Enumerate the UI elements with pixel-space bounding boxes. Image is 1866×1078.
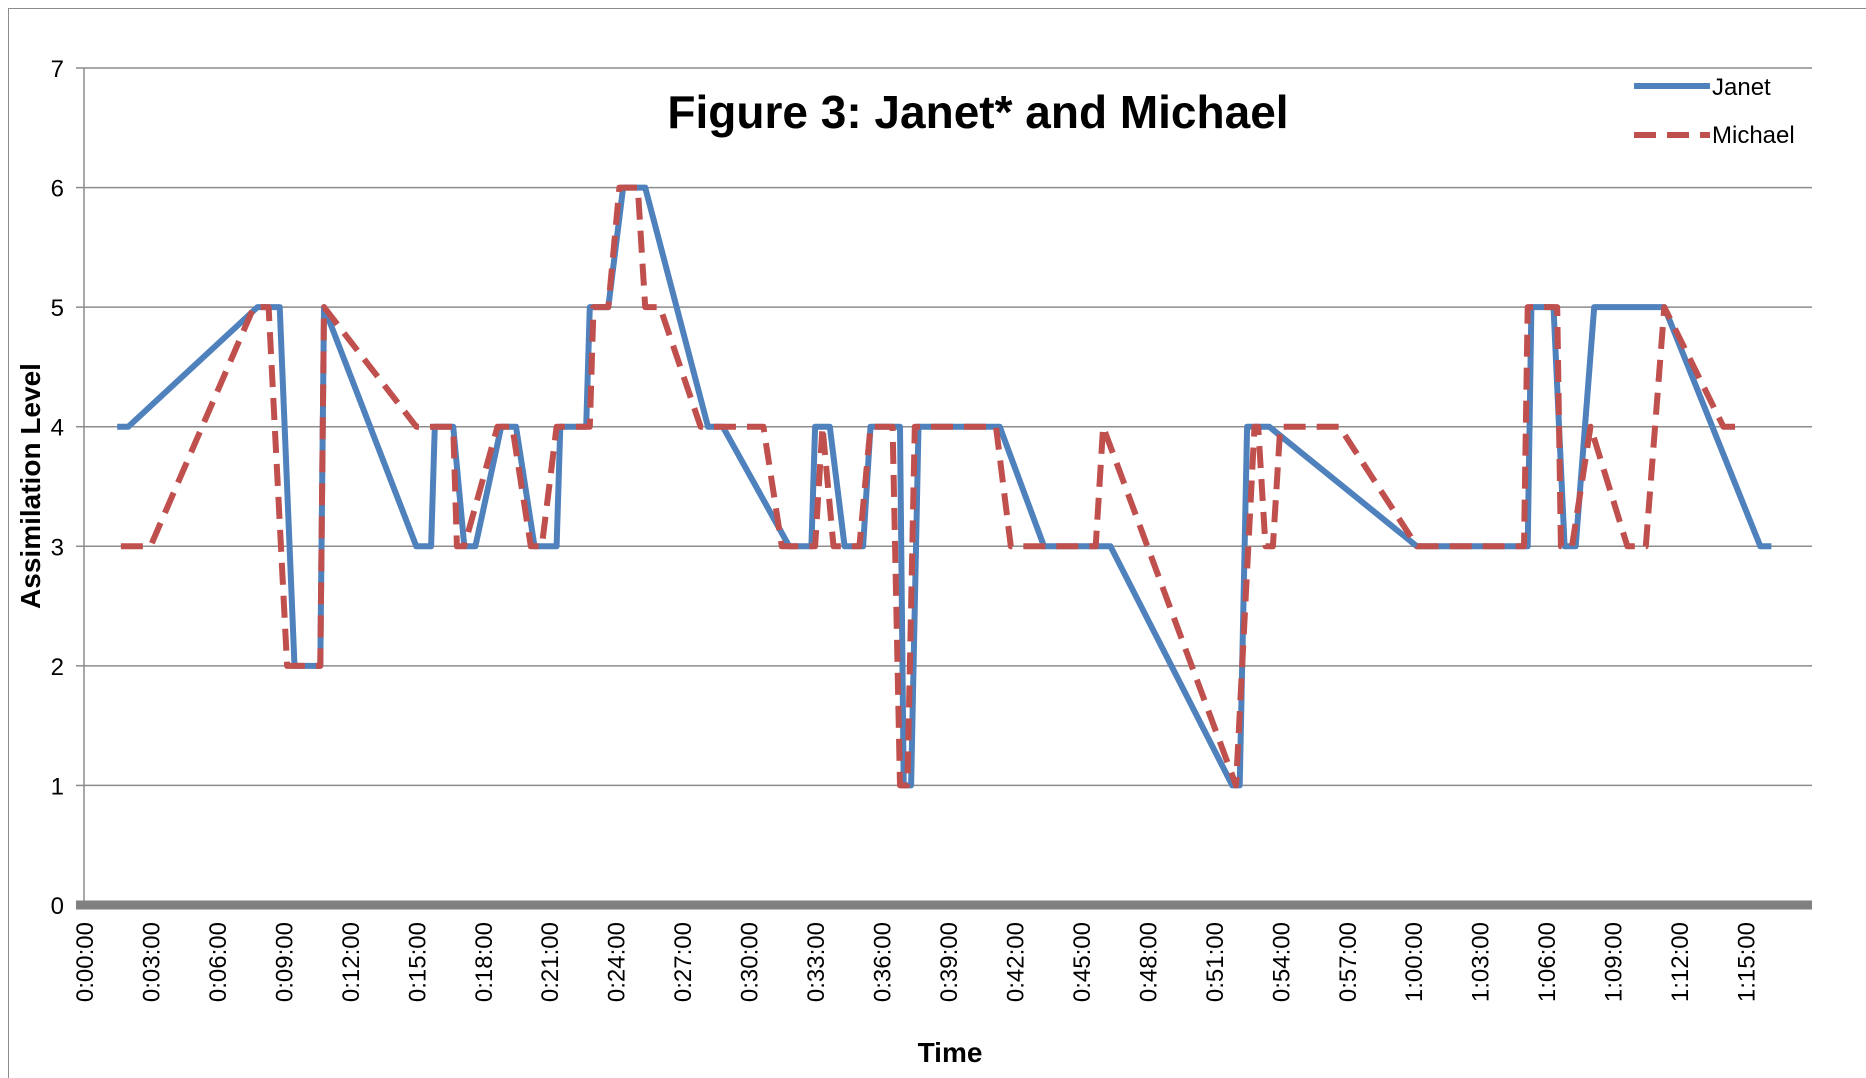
x-tick-label: 0:45:00 xyxy=(1069,922,1096,1002)
series-line-michael xyxy=(120,184,1739,789)
x-tick-label: 1:12:00 xyxy=(1667,922,1694,1002)
x-tick-label: 0:33:00 xyxy=(803,922,830,1002)
y-tick-label: 1 xyxy=(51,773,64,800)
x-tick-label: 0:00:00 xyxy=(72,922,99,1002)
y-axis-label: Assimilation Level xyxy=(15,363,46,609)
x-tick-label: 0:51:00 xyxy=(1202,922,1229,1002)
x-tick-label: 0:18:00 xyxy=(471,922,498,1002)
x-tick-label: 0:30:00 xyxy=(737,922,764,1002)
x-tick-label: 0:06:00 xyxy=(205,922,232,1002)
x-tick-label: 1:06:00 xyxy=(1534,922,1561,1002)
x-tick-label: 0:24:00 xyxy=(604,922,631,1002)
y-tick-labels: 0 1 2 3 4 5 6 7 xyxy=(51,56,64,920)
x-tick-label: 0:21:00 xyxy=(537,922,564,1002)
chart-frame xyxy=(8,8,1866,1078)
x-tick-label: 0:57:00 xyxy=(1335,922,1362,1002)
y-tick-label: 7 xyxy=(51,56,64,83)
x-tick-labels: 0:00:00 0:03:00 0:06:00 0:09:00 0:12:00 0:15:… xyxy=(72,922,1761,1002)
series-lines xyxy=(117,184,1772,789)
x-tick-label: 0:09:00 xyxy=(271,922,298,1002)
chart-title: Figure 3: Janet* and Michael xyxy=(667,86,1288,138)
y-tick-label: 6 xyxy=(51,176,64,203)
x-tick-label: 0:27:00 xyxy=(670,922,697,1002)
x-tick-label: 0:36:00 xyxy=(870,922,897,1002)
x-tick-label: 1:00:00 xyxy=(1401,922,1428,1002)
x-tick-label: 0:03:00 xyxy=(138,922,165,1002)
axes xyxy=(76,68,1812,910)
x-axis-label: Time xyxy=(918,1037,983,1068)
y-tick-label: 3 xyxy=(51,534,64,561)
y-tick-label: 2 xyxy=(51,654,64,681)
gridlines xyxy=(76,67,1812,906)
x-tick-label: 1:09:00 xyxy=(1601,922,1628,1002)
x-tick-label: 1:15:00 xyxy=(1734,922,1761,1002)
x-tick-label: 0:15:00 xyxy=(404,922,431,1002)
x-tick-label: 0:42:00 xyxy=(1002,922,1029,1002)
y-tick-label: 5 xyxy=(51,295,64,322)
x-tick-label: 0:12:00 xyxy=(338,922,365,1002)
x-tick-label: 0:54:00 xyxy=(1268,922,1295,1002)
x-tick-label: 0:39:00 xyxy=(936,922,963,1002)
legend: Janet Michael xyxy=(1634,74,1795,149)
x-tick-label: 0:48:00 xyxy=(1135,922,1162,1002)
legend-label-michael: Michael xyxy=(1712,122,1795,149)
y-tick-label: 4 xyxy=(51,415,64,442)
x-tick-label: 1:03:00 xyxy=(1468,922,1495,1002)
y-tick-label: 0 xyxy=(51,893,64,920)
legend-label-janet: Janet xyxy=(1712,74,1771,101)
